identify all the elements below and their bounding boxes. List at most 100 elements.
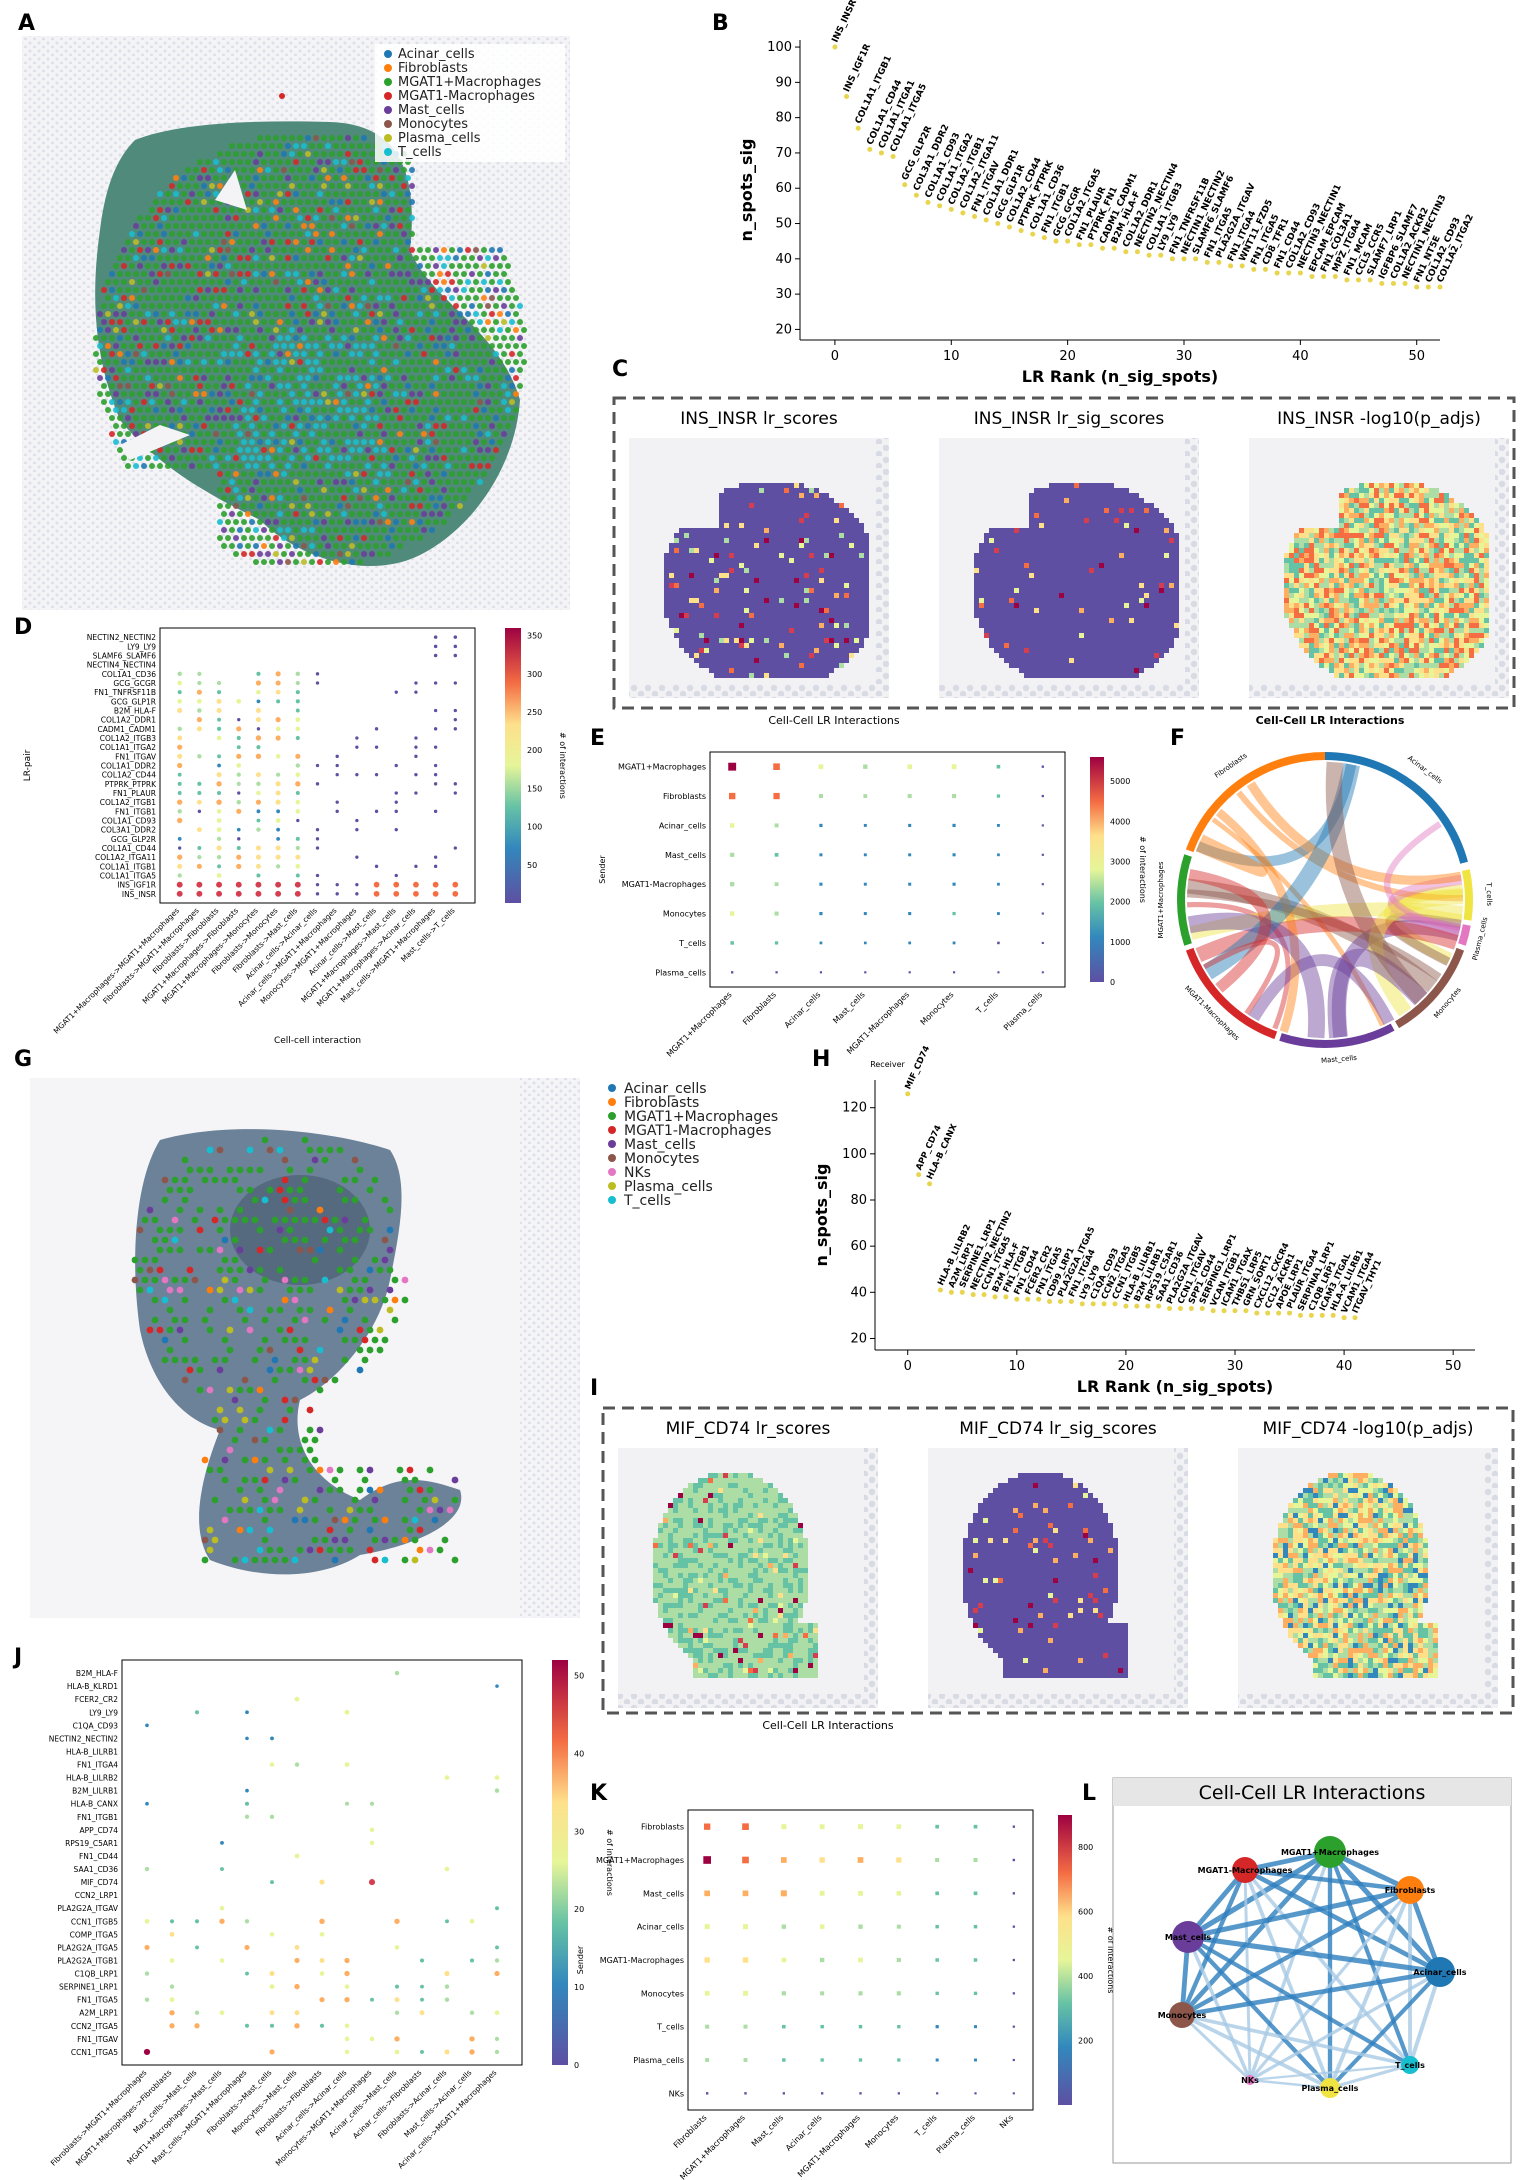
map-spot bbox=[984, 558, 989, 563]
tissue-spot bbox=[409, 327, 415, 333]
tissue-spot bbox=[481, 279, 487, 285]
map-spot bbox=[729, 623, 734, 628]
tissue-spot bbox=[297, 535, 303, 541]
map-spot bbox=[1089, 533, 1094, 538]
map-spot bbox=[1034, 523, 1039, 528]
map-spot bbox=[1029, 533, 1034, 538]
panel-letter-H: H bbox=[812, 1047, 830, 1072]
map-spot bbox=[749, 613, 754, 618]
tissue-spot bbox=[257, 375, 263, 381]
map-spot bbox=[1089, 593, 1094, 598]
map-spot bbox=[1079, 528, 1084, 533]
map-spot bbox=[1114, 648, 1119, 653]
map-spot bbox=[1154, 633, 1159, 638]
tissue-spot bbox=[325, 495, 331, 501]
tissue-spot bbox=[437, 463, 443, 469]
tissue-spot bbox=[221, 239, 227, 245]
tissue-spot bbox=[181, 463, 187, 469]
map-spot bbox=[1079, 523, 1084, 528]
map-spot bbox=[799, 658, 804, 663]
map-spot bbox=[784, 643, 789, 648]
tissue-spot bbox=[181, 191, 187, 197]
tissue-spot bbox=[461, 319, 467, 325]
map-spot bbox=[1039, 663, 1044, 668]
map-spot bbox=[749, 598, 754, 603]
map-spot bbox=[799, 548, 804, 553]
map-spot bbox=[729, 618, 734, 623]
map-spot bbox=[844, 513, 849, 518]
tissue-spot bbox=[457, 407, 463, 413]
tissue-spot bbox=[329, 295, 335, 301]
map-spot bbox=[1094, 653, 1099, 658]
map-spot bbox=[1074, 638, 1079, 643]
tissue-spot bbox=[193, 215, 199, 221]
map-spot bbox=[754, 543, 759, 548]
map-spot bbox=[699, 588, 704, 593]
tissue-spot bbox=[349, 431, 355, 437]
map-spot bbox=[744, 513, 749, 518]
tissue-spot bbox=[153, 199, 159, 205]
map-spot bbox=[749, 593, 754, 598]
tissue-spot bbox=[217, 183, 223, 189]
map-spot bbox=[839, 543, 844, 548]
map-spot bbox=[1029, 578, 1034, 583]
tissue-spot bbox=[241, 503, 247, 509]
map-spot bbox=[814, 488, 819, 493]
map-spot bbox=[1139, 558, 1144, 563]
tissue-spot bbox=[321, 471, 327, 477]
tissue-spot bbox=[493, 447, 499, 453]
map-spot bbox=[734, 488, 739, 493]
tissue-spot bbox=[265, 183, 271, 189]
tissue-spot bbox=[501, 415, 507, 421]
tissue-spot bbox=[233, 471, 239, 477]
tissue-spot bbox=[413, 399, 419, 405]
tissue-spot bbox=[417, 343, 423, 349]
map-spot bbox=[794, 548, 799, 553]
tissue-spot bbox=[205, 367, 211, 373]
tissue-spot bbox=[409, 167, 415, 173]
tissue-spot bbox=[397, 175, 403, 181]
map-spot bbox=[1089, 538, 1094, 543]
tissue-spot bbox=[241, 375, 247, 381]
tissue-spot bbox=[209, 263, 215, 269]
tissue-spot bbox=[305, 183, 311, 189]
tissue-spot bbox=[373, 447, 379, 453]
map-spot bbox=[1034, 558, 1039, 563]
map-spot bbox=[1094, 508, 1099, 513]
map-spot bbox=[764, 663, 769, 668]
map-spot bbox=[824, 658, 829, 663]
map-spot bbox=[724, 528, 729, 533]
tissue-spot bbox=[501, 431, 507, 437]
map-spot bbox=[809, 553, 814, 558]
tissue-spot bbox=[193, 391, 199, 397]
tissue-spot bbox=[345, 455, 351, 461]
tissue-spot bbox=[185, 407, 191, 413]
map-spot bbox=[779, 558, 784, 563]
map-spot bbox=[1009, 653, 1014, 658]
map-spot bbox=[769, 513, 774, 518]
tissue-spot bbox=[241, 551, 247, 557]
tissue-spot bbox=[165, 463, 171, 469]
map-spot bbox=[984, 568, 989, 573]
tissue-spot bbox=[141, 255, 147, 261]
map-spot bbox=[809, 613, 814, 618]
tissue-spot bbox=[109, 431, 115, 437]
map-spot bbox=[849, 553, 854, 558]
map-spot bbox=[1174, 563, 1179, 568]
tissue-spot bbox=[349, 543, 355, 549]
map-spot bbox=[1034, 638, 1039, 643]
map-spot bbox=[739, 553, 744, 558]
map-spot bbox=[1114, 643, 1119, 648]
map-spot bbox=[724, 493, 729, 498]
map-spot bbox=[819, 498, 824, 503]
map-spot bbox=[1094, 523, 1099, 528]
map-spot bbox=[1014, 578, 1019, 583]
map-spot bbox=[1039, 563, 1044, 568]
map-spot bbox=[1124, 523, 1129, 528]
map-spot bbox=[679, 528, 684, 533]
tissue-spot bbox=[157, 223, 163, 229]
tissue-spot bbox=[217, 359, 223, 365]
map-spot bbox=[729, 498, 734, 503]
map-spot bbox=[669, 613, 674, 618]
map-spot bbox=[1069, 503, 1074, 508]
